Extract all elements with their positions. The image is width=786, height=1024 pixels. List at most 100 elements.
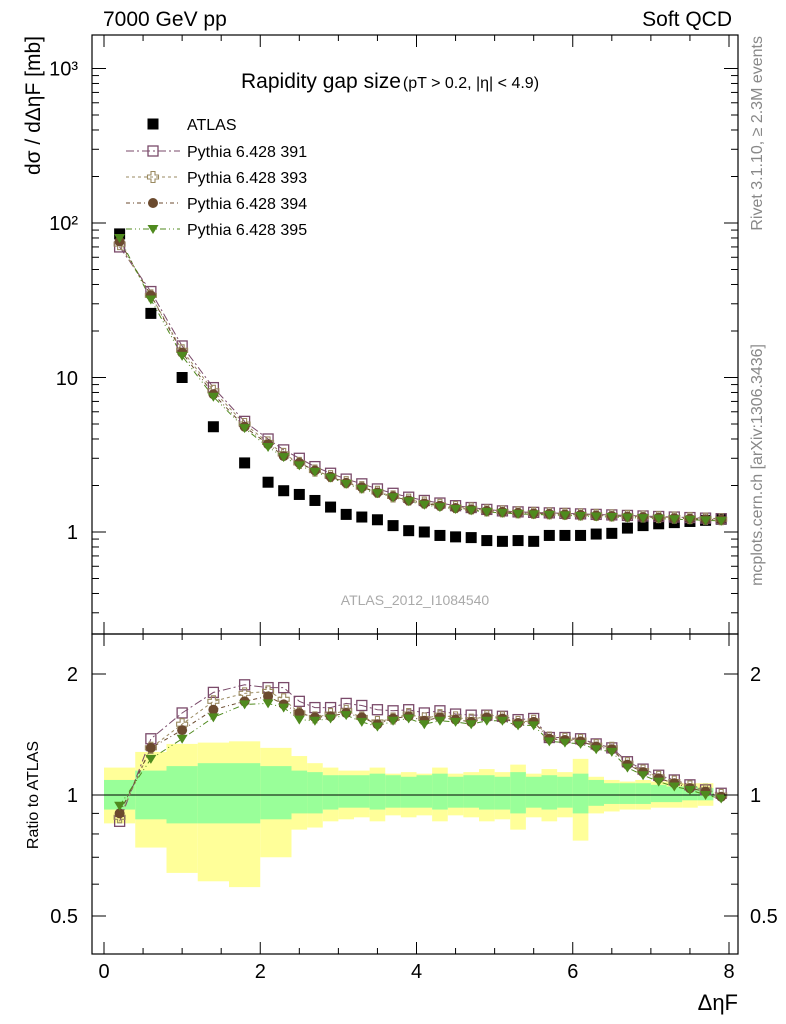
atlas-data-point (434, 529, 446, 541)
atlas-data-point (496, 535, 508, 547)
ratio-point-4 (465, 720, 477, 730)
atlas-data-point (207, 421, 219, 433)
mc-point-4 (715, 516, 727, 526)
ratio-point-1 (207, 686, 220, 699)
stat-uncertainty-band (197, 763, 229, 824)
atlas-data-point (621, 522, 633, 534)
mc-point-4 (145, 295, 157, 305)
stat-uncertainty-band (494, 776, 511, 810)
stat-uncertainty-band (322, 775, 339, 810)
ratio-point-4 (590, 745, 602, 755)
atlas-data-point (176, 372, 188, 383)
mc-point-4 (684, 515, 696, 525)
ratio-point-4 (293, 715, 305, 725)
atlas-data-point (418, 526, 430, 538)
stat-uncertainty-band (416, 775, 433, 808)
atlas-data-point (356, 511, 368, 523)
ratio-point-4 (528, 721, 540, 731)
ratio-point-4 (653, 777, 665, 787)
ratio-point-4 (325, 714, 337, 724)
mc-point-4 (528, 510, 540, 520)
ratio-point-4 (207, 713, 219, 723)
ratio-y-tick-label-right: 0.5 (750, 906, 778, 928)
rivet-version-label: Rivet 3.1.10, ≥ 2.3M events (749, 36, 766, 231)
stat-uncertainty-band (291, 770, 308, 814)
x-tick-label: 6 (567, 961, 578, 983)
ratio-point-4 (371, 722, 383, 732)
mc-point-4 (450, 504, 462, 514)
legend-label: Pythia 6.428 395 (187, 222, 307, 239)
x-axis-label: ΔηF (698, 990, 738, 1015)
stat-uncertainty-band (619, 783, 636, 804)
ratio-point-4 (684, 785, 696, 795)
ratio-point-4 (278, 703, 290, 713)
atlas-data-point (528, 535, 540, 547)
atlas-data-point (262, 476, 274, 488)
ratio-point-3 (208, 704, 219, 715)
legend-marker (147, 225, 159, 234)
stat-uncertainty-band (432, 773, 448, 810)
mc-point-4 (293, 461, 305, 471)
stat-uncertainty-band (525, 776, 542, 808)
ratio-point-4 (262, 699, 274, 709)
stat-uncertainty-band (604, 783, 620, 804)
atlas-data-point (653, 518, 665, 530)
chart-title: Rapidity gap size (pT > 0.2, |η| < 4.9) (241, 70, 539, 93)
stat-uncertainty-band (447, 776, 464, 808)
ratio-point-4 (356, 717, 368, 727)
legend-marker (148, 198, 158, 208)
ratio-point-4 (309, 716, 321, 726)
mc-point-4 (403, 497, 415, 507)
mc-point-4 (114, 233, 126, 243)
atlas-data-point (575, 529, 587, 541)
atlas-data-point (590, 528, 602, 540)
atlas-data-point (403, 525, 415, 537)
stat-uncertainty-band (510, 772, 526, 814)
stat-uncertainty-band (260, 766, 292, 820)
mc-point-4 (465, 506, 477, 516)
atlas-data-point (450, 531, 462, 543)
ratio-point-4 (637, 771, 649, 781)
ratio-point-1 (238, 679, 251, 691)
x-tick-label: 0 (98, 961, 109, 983)
mc-point-4 (176, 351, 188, 361)
mc-point-4 (481, 507, 493, 517)
ratio-point-4 (575, 739, 587, 749)
chart-text: 0 2 4 6 8 1 10 10² 10³ 0.5 0.5 1 1 2 2 Rapidity gap siz… (22, 36, 778, 1015)
mc-point-4 (575, 511, 587, 521)
ratio-y-tick-label-right: 1 (750, 785, 761, 807)
stat-uncertainty-band (666, 786, 683, 803)
atlas-data-point (371, 514, 383, 526)
ratio-point-4 (239, 700, 251, 710)
ratio-point-4 (340, 711, 352, 721)
ratio-point-4 (114, 801, 126, 811)
stat-uncertainty-band (385, 775, 401, 808)
legend-marker (147, 118, 159, 130)
analysis-watermark: ATLAS_2012_I1084540 (341, 592, 490, 608)
mc-point-4 (700, 516, 712, 526)
mc-point-4 (239, 424, 251, 434)
ratio-point-3 (145, 742, 156, 753)
atlas-data-point (309, 494, 321, 506)
stat-uncertainty-band (588, 779, 604, 806)
atlas-data-point (637, 520, 649, 532)
y-tick-label: 1 (67, 522, 78, 544)
ratio-point-4 (450, 717, 462, 727)
legend-label: Pythia 6.428 393 (187, 170, 307, 187)
mc-point-4 (387, 493, 399, 503)
atlas-data-point (145, 307, 157, 319)
chart-subtitle: (pT > 0.2, |η| < 4.9) (403, 75, 539, 92)
legend-label: Pythia 6.428 394 (187, 196, 307, 213)
x-tick-label: 2 (255, 961, 266, 983)
y-tick-label: 10² (49, 213, 78, 235)
y-tick-label: 10 (56, 368, 78, 390)
atlas-data-point (465, 532, 477, 544)
header-process-label: Soft QCD (642, 8, 732, 31)
stat-uncertainty-band (229, 763, 261, 824)
mc-point-4 (371, 489, 383, 499)
ratio-point-4 (496, 716, 508, 726)
mc-point-4 (356, 484, 368, 494)
stat-uncertainty-band (650, 784, 667, 803)
atlas-data-point (278, 485, 290, 497)
